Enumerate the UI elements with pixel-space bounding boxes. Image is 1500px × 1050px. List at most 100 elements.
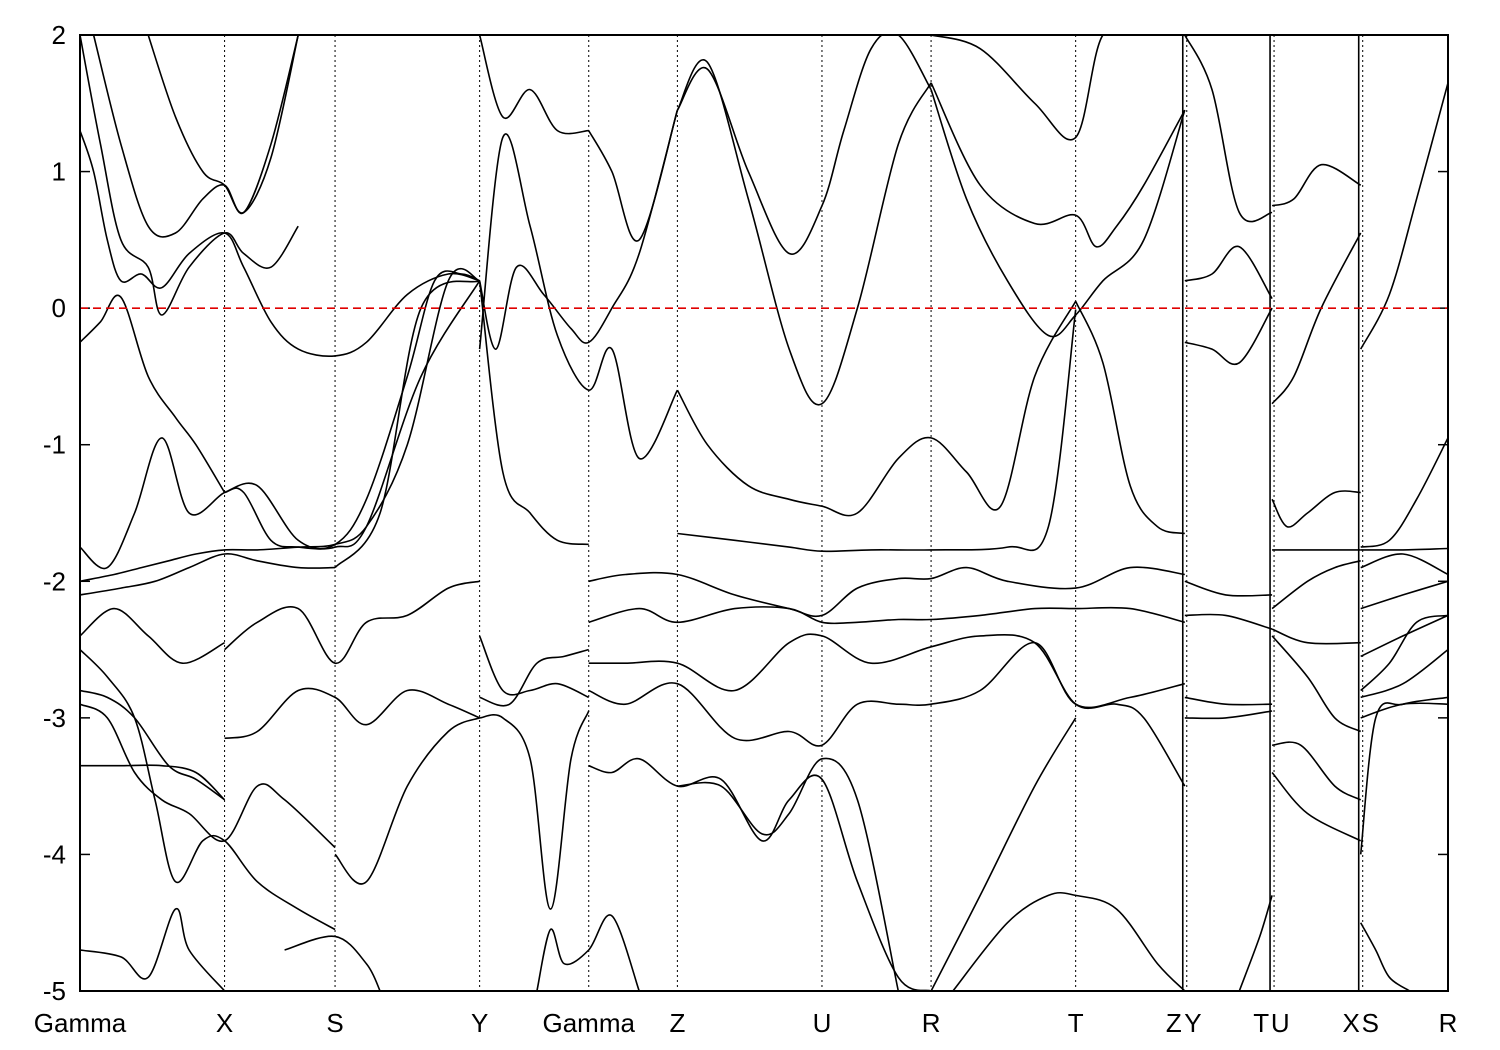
y-tick-label: 1	[52, 157, 66, 187]
y-tick-label: -1	[43, 430, 66, 460]
band-line	[1272, 741, 1362, 801]
band-line	[1271, 635, 1362, 733]
band-line	[1360, 648, 1448, 699]
band-line	[224, 270, 480, 550]
x-tick-label: Y	[471, 1008, 488, 1038]
x-tick-label: T	[1253, 1008, 1269, 1038]
x-tick-label: X	[216, 1008, 233, 1038]
band-line	[478, 280, 589, 546]
band-line	[930, 82, 1186, 248]
band-line	[224, 580, 480, 664]
band-line	[478, 133, 679, 460]
y-tick-label: 0	[52, 293, 66, 323]
band-line	[224, 687, 480, 740]
x-axis-ticks: Gamma X S Y Gamma Z U R T Z Y T U X S R	[34, 1008, 1458, 1038]
bands	[80, 35, 1448, 991]
x-tick-label: R	[922, 1008, 941, 1038]
band-line	[1271, 490, 1361, 528]
y-axis-ticks: -5 -4 -3 -2 -1 0 1 2	[43, 20, 1448, 1006]
band-line	[1360, 580, 1448, 610]
band-line	[1360, 702, 1448, 719]
band-line	[1184, 35, 1273, 223]
band-line	[479, 710, 590, 910]
x-tick-label: Z	[669, 1008, 685, 1038]
band-line	[676, 300, 1077, 517]
x-tick-label: S	[326, 1008, 343, 1038]
band-line	[334, 280, 480, 569]
band-line	[676, 35, 932, 255]
band-line	[80, 553, 336, 596]
band-line	[588, 566, 1185, 618]
band-line	[676, 59, 932, 406]
x-tick-label: U	[813, 1008, 832, 1038]
x-tick-label: T	[1068, 1008, 1084, 1038]
band-line	[1271, 628, 1361, 645]
band-line	[1360, 614, 1448, 692]
band-line	[80, 280, 481, 570]
band-line	[677, 309, 1077, 553]
x-tick-label: U	[1271, 1008, 1290, 1038]
y-tick-label: -5	[43, 976, 66, 1006]
band-line	[1074, 300, 1186, 535]
plot-frame	[79, 34, 1449, 992]
band-line	[80, 649, 336, 931]
band-line	[1184, 710, 1273, 720]
band-line	[1360, 553, 1448, 576]
band-line	[478, 109, 679, 350]
band-line	[80, 764, 226, 801]
band-line	[952, 891, 1186, 991]
band-line	[930, 35, 1185, 141]
band-line	[1184, 245, 1273, 300]
y-tick-label: 2	[52, 20, 66, 50]
band-line	[588, 641, 1185, 747]
band-line	[1184, 307, 1273, 366]
band-line	[80, 35, 299, 316]
band-line	[1271, 771, 1362, 842]
band-line	[80, 267, 480, 583]
band-line	[930, 89, 1186, 338]
band-line	[536, 914, 640, 991]
band-line	[1271, 560, 1361, 610]
x-tick-label: Y	[1184, 1008, 1201, 1038]
band-line	[479, 648, 589, 707]
band-line	[80, 908, 226, 991]
band-line	[677, 757, 900, 991]
band-line	[147, 35, 299, 214]
x-tick-label: X	[1342, 1008, 1359, 1038]
x-tick-label: R	[1439, 1008, 1458, 1038]
band-line	[80, 130, 480, 357]
band-line	[1360, 437, 1448, 548]
band-line	[80, 294, 226, 493]
y-tick-label: -3	[43, 703, 66, 733]
band-line	[1360, 614, 1448, 658]
band-line	[588, 633, 1186, 787]
band-line	[1238, 895, 1273, 991]
band-line	[588, 606, 1185, 625]
band-line	[284, 935, 381, 991]
band-line	[478, 635, 590, 699]
band-line	[1184, 580, 1273, 597]
band-line	[1184, 696, 1273, 706]
x-tick-label: S	[1362, 1008, 1379, 1038]
x-tick-label: Gamma	[34, 1008, 127, 1038]
band-line	[1359, 696, 1448, 855]
band-line	[588, 109, 679, 242]
band-line	[1271, 163, 1362, 207]
band-line	[80, 703, 336, 849]
high-symmetry-lines	[224, 35, 1364, 991]
band-line	[1359, 82, 1448, 350]
band-line	[80, 689, 226, 801]
band-line	[1359, 922, 1411, 991]
band-line	[1271, 232, 1362, 405]
y-tick-label: -2	[43, 566, 66, 596]
band-line	[334, 717, 480, 885]
band-line	[1360, 547, 1448, 551]
band-line	[588, 757, 932, 991]
band-line	[80, 607, 225, 665]
band-line	[1184, 613, 1273, 630]
band-line	[478, 35, 589, 135]
band-line	[92, 35, 299, 238]
band-line	[930, 717, 1077, 991]
y-tick-label: -4	[43, 839, 66, 869]
